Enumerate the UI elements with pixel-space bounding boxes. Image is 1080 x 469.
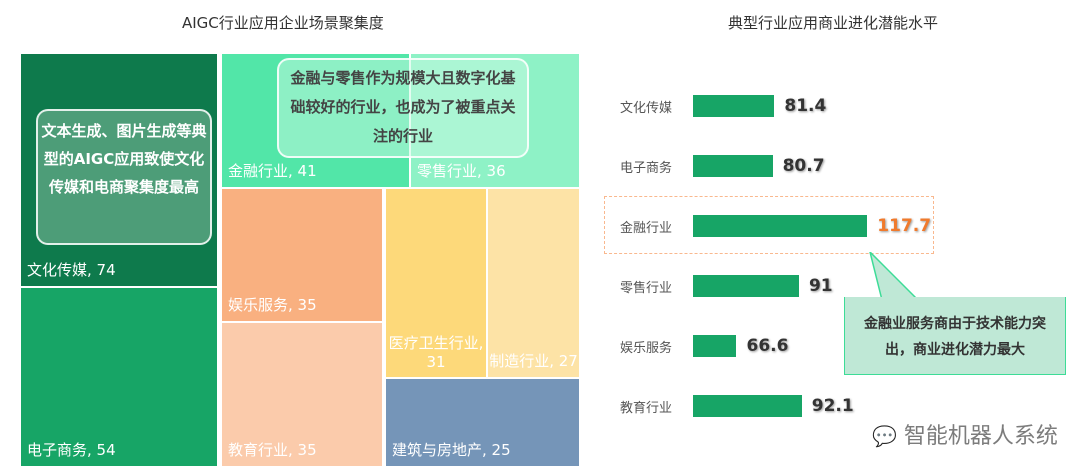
bar: [693, 155, 773, 177]
treemap-tile-label: 电子商务, 54: [27, 441, 116, 459]
bar-callout: 金融业服务商由于技术能力突出，商业进化潜力最大: [844, 297, 1066, 375]
bar: [693, 275, 799, 297]
bar: [693, 395, 802, 417]
treemap-tile-label: 文化传媒, 74: [27, 261, 116, 279]
value-label: 92.1: [811, 396, 854, 416]
treemap-tile-label: 金融行业, 41: [228, 162, 317, 180]
callout-pointer: [869, 252, 920, 301]
treemap-tile: 建筑与房地产, 25: [385, 378, 580, 467]
treemap-tile-label: 教育行业, 35: [228, 441, 317, 459]
value-label: 117.7: [877, 216, 932, 236]
category-label: 教育行业: [620, 401, 673, 416]
category-label: 零售行业: [620, 281, 673, 296]
value-label: 81.4: [784, 96, 827, 116]
watermark-text: 智能机器人系统: [903, 424, 1058, 449]
highlight-box: [604, 196, 934, 254]
bar: [693, 335, 737, 357]
category-label: 电子商务: [620, 161, 673, 176]
treemap-tile: 电子商务, 54: [20, 287, 218, 467]
treemap-callout-finance: 金融与零售作为规模大且数字化基础较好的行业，也成为了被重点关注的行业: [277, 58, 529, 158]
treemap-tile: 制造行业, 27: [487, 188, 580, 378]
treemap-tile-label: 医疗卫生行业, 31: [388, 334, 484, 371]
treemap-tile: 教育行业, 35: [221, 322, 383, 467]
treemap-tile-label: 建筑与房地产, 25: [392, 441, 511, 459]
category-label: 金融行业: [620, 221, 673, 236]
watermark: 💬 智能机器人系统: [872, 418, 1058, 450]
treemap-tile: 医疗卫生行业, 31: [385, 188, 487, 378]
treemap-tile-label: 娱乐服务, 35: [228, 296, 317, 314]
treemap-tile-label: 零售行业, 36: [417, 162, 506, 180]
treemap-tile: 娱乐服务, 35: [221, 188, 383, 322]
treemap-callout-media: 文本生成、图片生成等典型的AIGC应用致使文化传媒和电商聚集度最高: [36, 109, 212, 245]
bar: [693, 95, 775, 117]
bar: [693, 215, 868, 237]
value-label: 66.6: [746, 336, 789, 356]
treemap-tile-label: 制造行业, 27: [489, 352, 578, 370]
bar-chart-title: 典型行业应用商业进化潜能水平: [728, 14, 939, 32]
value-label: 80.7: [782, 156, 825, 176]
category-label: 娱乐服务: [620, 341, 673, 356]
treemap-title: AIGC行业应用企业场景聚集度: [182, 14, 384, 32]
value-label: 91: [808, 276, 833, 296]
wechat-icon: 💬: [872, 424, 897, 448]
category-label: 文化传媒: [620, 101, 673, 116]
